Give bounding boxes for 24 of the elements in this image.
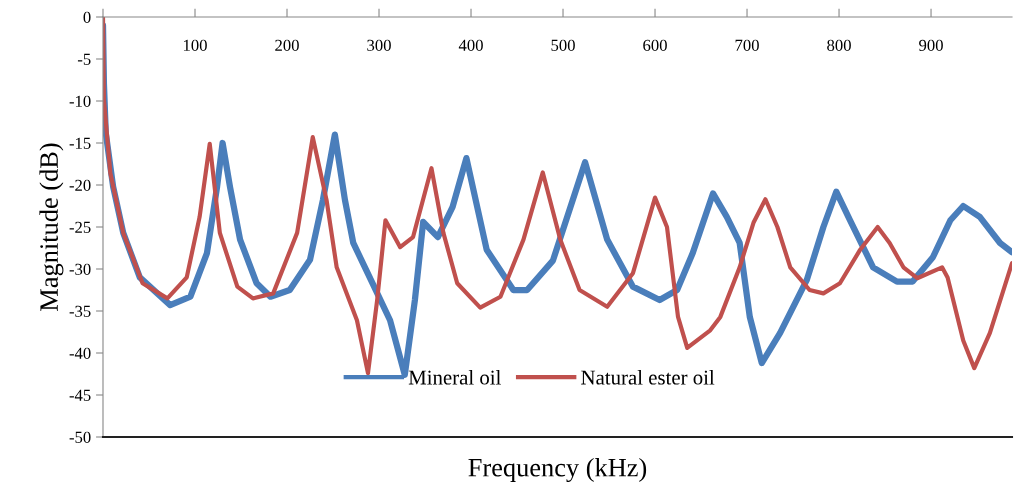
x-tick-label: 500 (551, 39, 575, 51)
x-tick-label: 400 (458, 39, 483, 51)
y-tick-label: -5 (77, 53, 91, 65)
y-tick-label: -10 (69, 95, 91, 107)
x-tick-label: 200 (275, 39, 299, 51)
y-tick-label: -35 (69, 305, 91, 317)
x-tick-label: 900 (919, 39, 943, 51)
y-tick-label: -15 (69, 137, 91, 149)
x-axis-title: Frequency (kHz) (468, 458, 647, 482)
x-tick-label: 600 (643, 39, 667, 51)
y-tick-label: -20 (69, 179, 91, 191)
y-tick-label: 0 (83, 11, 91, 23)
x-tick-label: 800 (827, 39, 851, 51)
y-tick-label: -40 (69, 347, 91, 359)
y-tick-label: -30 (69, 263, 91, 275)
y-axis-title: Magnitude (dB) (39, 143, 64, 311)
x-tick-label: 100 (183, 39, 207, 51)
x-tick-label: 700 (735, 39, 759, 51)
y-tick-label: -25 (69, 221, 91, 233)
y-tick-label: -50 (69, 431, 91, 443)
y-tick-label: -45 (69, 389, 91, 401)
legend-label: Mineral oil (408, 369, 501, 385)
x-tick-label: 300 (367, 39, 391, 51)
legend-label: Natural ester oil (581, 369, 715, 385)
